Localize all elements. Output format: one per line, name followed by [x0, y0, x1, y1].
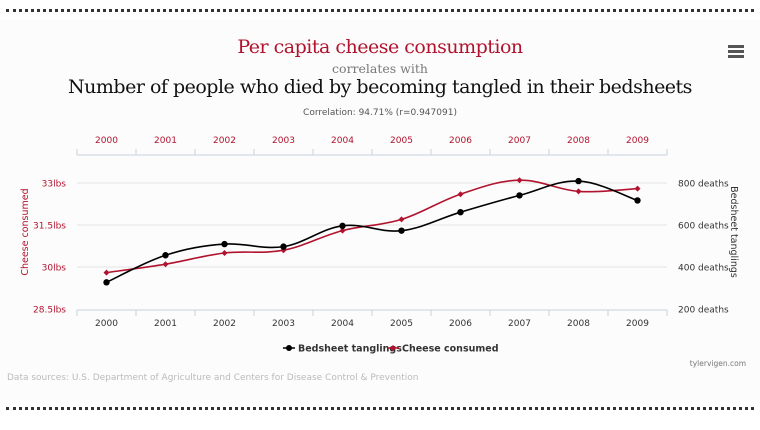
top-axis-label: 2002 — [213, 136, 236, 146]
left-tick-label: 33lbs — [42, 180, 67, 190]
bottom-axis-label: 2008 — [567, 319, 590, 329]
data-point-cheese-consumed — [103, 269, 110, 276]
top-axis-label: 2007 — [508, 136, 531, 146]
right-axis-title: Bedsheet tanglings — [728, 186, 739, 278]
legend-label-bedsheet: Bedsheet tanglings — [298, 344, 402, 355]
data-point-bedsheet-tanglings — [339, 222, 346, 230]
chart-title-connector: correlates with — [332, 61, 428, 76]
data-point-cheese-consumed — [221, 250, 228, 256]
data-point-bedsheet-tanglings — [634, 197, 641, 204]
data-point-bedsheet-tanglings — [221, 240, 228, 248]
bottom-axis-label: 2007 — [508, 319, 531, 329]
top-axis-label: 2009 — [626, 136, 649, 146]
data-point-bedsheet-tanglings — [103, 279, 110, 286]
top-axis-label: 2004 — [331, 136, 354, 146]
menu-bar — [728, 45, 744, 48]
top-axis-label: 2001 — [154, 136, 177, 146]
bottom-axis-label: 2000 — [95, 319, 118, 329]
data-point-cheese-consumed — [339, 227, 346, 234]
legend-marker-bedsheet — [286, 345, 292, 351]
data-point-cheese-consumed — [516, 177, 523, 184]
chart-card — [0, 20, 760, 400]
data-point-bedsheet-tanglings — [280, 243, 287, 250]
bottom-axis-label: 2009 — [626, 319, 649, 329]
axes: 28.5lbs 30lbs 31.5lbs 33lbs 200 deaths 400 de… — [33, 136, 729, 329]
series-line-bedsheet-tanglings — [106, 180, 638, 284]
legend-item-cheese[interactable]: Cheese consumed — [387, 344, 499, 355]
bottom-axis-label: 2005 — [390, 319, 413, 329]
data-point-cheese-consumed — [457, 191, 464, 198]
data-point-cheese-consumed — [398, 216, 405, 223]
data-sources-text: Data sources: U.S. Department of Agricul… — [7, 373, 419, 383]
bottom-axis-label: 2004 — [331, 319, 354, 329]
series-line-cheese-consumed — [106, 179, 638, 274]
bottom-axis-label: 2006 — [449, 319, 472, 329]
top-axis-label: 2008 — [567, 136, 590, 146]
right-tick-label: 800 deaths — [678, 180, 729, 190]
left-axis-title: Cheese consumed — [20, 188, 31, 275]
top-dotted-divider — [6, 9, 754, 12]
legend-marker-cheese — [390, 345, 396, 351]
legend-label-cheese: Cheese consumed — [402, 344, 499, 355]
data-point-cheese-consumed — [634, 185, 641, 192]
right-tick-label: 200 deaths — [678, 306, 729, 316]
legend-item-bedsheet[interactable]: Bedsheet tanglings — [283, 344, 402, 355]
chart-title-primary: Per capita cheese consumption — [237, 36, 523, 58]
data-point-bedsheet-tanglings — [457, 208, 464, 216]
correlation-text: Correlation: 94.71% (r=0.947091) — [303, 108, 457, 118]
hamburger-menu-icon[interactable] — [728, 45, 744, 59]
bottom-dotted-divider — [6, 407, 754, 410]
data-point-bedsheet-tanglings — [398, 227, 405, 234]
bottom-axis-label: 2001 — [154, 319, 177, 329]
data-point-bedsheet-tanglings — [162, 252, 169, 259]
left-tick-label: 31.5lbs — [33, 222, 66, 232]
top-axis-label: 2000 — [95, 136, 118, 146]
top-axis-label: 2003 — [272, 136, 295, 146]
menu-bar — [728, 50, 744, 53]
left-tick-label: 30lbs — [42, 264, 67, 274]
menu-bar — [728, 55, 744, 58]
bottom-axis-label: 2003 — [272, 319, 295, 329]
series-group — [103, 177, 641, 286]
legend[interactable]: Bedsheet tanglings Cheese consumed — [283, 344, 499, 355]
chart-title-secondary: Number of people who died by becoming ta… — [68, 76, 692, 98]
data-point-cheese-consumed — [162, 261, 169, 268]
right-tick-label: 600 deaths — [678, 222, 729, 232]
bottom-axis-label: 2002 — [213, 319, 236, 329]
credit-link[interactable]: tylervigen.com — [689, 359, 746, 368]
data-point-bedsheet-tanglings — [516, 192, 523, 199]
top-axis-label: 2005 — [390, 136, 413, 146]
data-point-cheese-consumed — [575, 188, 582, 195]
top-axis-label: 2006 — [449, 136, 472, 146]
left-tick-label: 28.5lbs — [33, 306, 66, 316]
right-tick-label: 400 deaths — [678, 264, 729, 274]
data-point-bedsheet-tanglings — [575, 177, 582, 185]
